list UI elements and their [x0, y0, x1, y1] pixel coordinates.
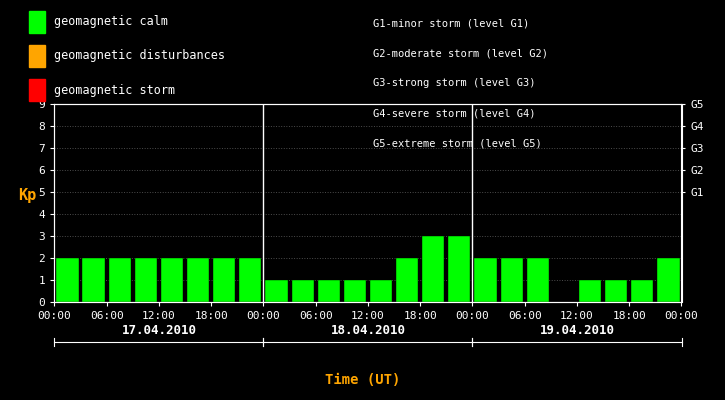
Bar: [344, 280, 366, 302]
Text: G4-severe storm (level G4): G4-severe storm (level G4): [373, 108, 536, 118]
Bar: [448, 236, 471, 302]
Y-axis label: Kp: Kp: [18, 188, 36, 203]
Bar: [161, 258, 183, 302]
Bar: [265, 280, 288, 302]
Bar: [579, 280, 601, 302]
Text: geomagnetic calm: geomagnetic calm: [54, 16, 167, 28]
Bar: [474, 258, 497, 302]
Bar: [239, 258, 262, 302]
Bar: [370, 280, 392, 302]
Bar: [500, 258, 523, 302]
Text: geomagnetic disturbances: geomagnetic disturbances: [54, 50, 225, 62]
Bar: [213, 258, 236, 302]
Bar: [291, 280, 314, 302]
Text: G2-moderate storm (level G2): G2-moderate storm (level G2): [373, 48, 548, 58]
Bar: [631, 280, 653, 302]
Bar: [422, 236, 444, 302]
Bar: [605, 280, 627, 302]
Text: 19.04.2010: 19.04.2010: [539, 324, 615, 336]
Bar: [526, 258, 549, 302]
Bar: [658, 258, 679, 302]
Text: G1-minor storm (level G1): G1-minor storm (level G1): [373, 18, 530, 28]
Text: geomagnetic storm: geomagnetic storm: [54, 84, 175, 96]
Bar: [396, 258, 418, 302]
Text: 18.04.2010: 18.04.2010: [331, 324, 405, 336]
Text: Time (UT): Time (UT): [325, 373, 400, 387]
Bar: [318, 280, 340, 302]
Bar: [187, 258, 210, 302]
Bar: [57, 258, 78, 302]
Bar: [109, 258, 130, 302]
Text: 17.04.2010: 17.04.2010: [121, 324, 196, 336]
Bar: [83, 258, 104, 302]
Text: G3-strong storm (level G3): G3-strong storm (level G3): [373, 78, 536, 88]
Text: G5-extreme storm (level G5): G5-extreme storm (level G5): [373, 138, 542, 148]
Bar: [135, 258, 157, 302]
